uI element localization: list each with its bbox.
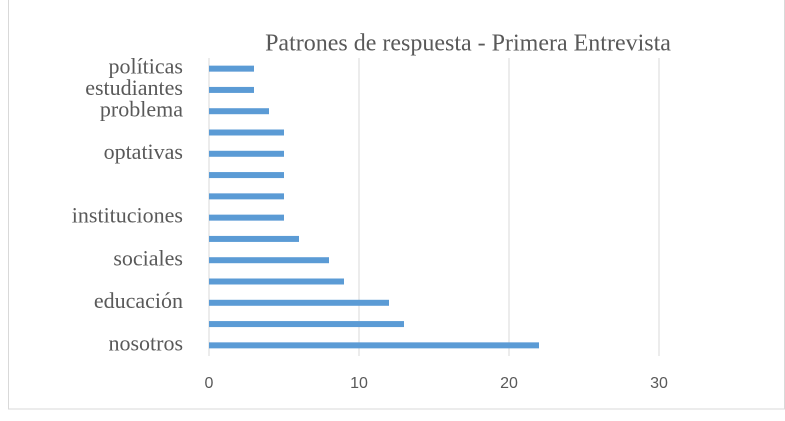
bar bbox=[209, 214, 284, 221]
bar bbox=[209, 257, 329, 264]
y-tick-label: optativas bbox=[104, 139, 183, 164]
bar bbox=[209, 172, 284, 179]
bar bbox=[209, 86, 254, 93]
x-tick-label: 20 bbox=[500, 375, 518, 392]
x-tick-label: 0 bbox=[205, 375, 214, 392]
bar bbox=[209, 193, 284, 200]
bar bbox=[209, 235, 299, 242]
x-tick-label: 30 bbox=[650, 375, 668, 392]
y-tick-label: sociales bbox=[113, 245, 183, 270]
y-tick-label: instituciones bbox=[72, 203, 183, 228]
y-tick-label: nosotros bbox=[108, 330, 183, 355]
bar bbox=[209, 65, 254, 72]
y-tick-label: educación bbox=[94, 288, 183, 313]
bar bbox=[209, 321, 404, 328]
y-tick-label: políticas bbox=[108, 54, 183, 79]
chart-frame bbox=[8, 0, 785, 410]
chart-title: Patrones de respuesta - Primera Entrevis… bbox=[265, 31, 671, 57]
bar bbox=[209, 278, 344, 285]
y-tick-label: problema bbox=[100, 96, 183, 121]
bar bbox=[209, 150, 284, 157]
y-tick-label: estudiantes bbox=[85, 75, 183, 100]
bar bbox=[209, 299, 389, 306]
bar bbox=[209, 129, 284, 136]
bar bbox=[209, 108, 269, 115]
x-tick-label: 10 bbox=[350, 375, 368, 392]
bar bbox=[209, 342, 539, 349]
